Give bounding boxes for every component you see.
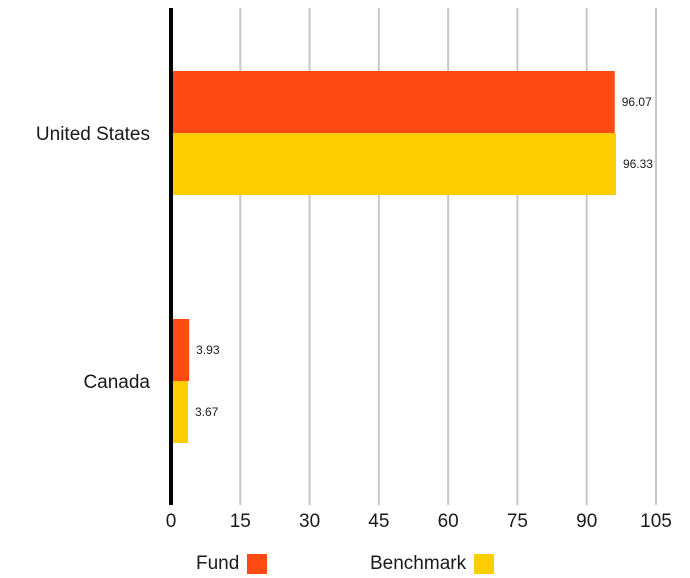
x-tick-label: 0 [166,511,177,532]
value-label: 96.07 [622,95,652,109]
bar-fund [171,319,190,381]
bar-benchmark [171,381,188,443]
x-tick-label: 45 [368,511,389,532]
value-label: 96.33 [623,157,653,171]
category-label: Canada [83,372,150,393]
legend-item-benchmark: Benchmark [370,553,495,575]
x-tick-label: 105 [640,511,672,532]
legend-swatch-benchmark [474,554,495,574]
category-labels: United States Canada [36,124,151,393]
x-axis-ticks: 0 15 30 45 60 75 90 105 [166,511,672,532]
value-label: 3.67 [195,405,219,419]
legend-label-benchmark: Benchmark [370,553,467,574]
bar-benchmark [171,133,616,195]
x-tick-label: 75 [507,511,528,532]
bars [171,71,616,443]
value-labels: 96.07 96.33 3.93 3.67 [195,95,653,419]
x-tick-label: 15 [230,511,251,532]
legend-swatch-fund [247,554,268,574]
legend-label-fund: Fund [196,553,240,574]
value-label: 3.93 [196,343,220,357]
legend-item-fund: Fund [196,553,268,575]
x-tick-label: 30 [299,511,320,532]
category-label: United States [36,124,150,145]
x-tick-label: 60 [438,511,459,532]
bar-fund [171,71,615,133]
x-tick-label: 90 [576,511,597,532]
